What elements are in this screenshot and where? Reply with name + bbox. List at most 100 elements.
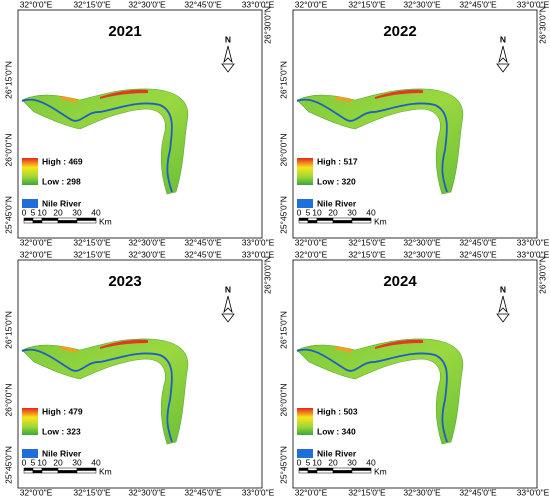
scale-label: 20	[53, 457, 63, 467]
scale-label: 40	[366, 207, 376, 217]
x-coord-label: 32°45'0"E	[184, 0, 222, 9]
north-arrow	[496, 45, 510, 73]
high-zone	[335, 96, 353, 103]
x-coord-label: 33°0'0"E	[242, 487, 275, 497]
map-panel: 32°0'0"E 32°0'0"E 32°15'0"E 32°15'0"E 32°30'…	[3, 249, 274, 497]
map-frame	[17, 259, 263, 489]
scale-segment	[351, 470, 372, 474]
x-coord-label: 32°45'0"E	[184, 237, 222, 247]
legend-ramp	[22, 158, 38, 185]
x-coord-label: 32°15'0"E	[73, 487, 111, 497]
high-zone	[100, 339, 148, 349]
scale-label: 40	[91, 457, 101, 467]
legend-high: High : 503	[317, 406, 358, 416]
x-coord-label: 32°0'0"E	[20, 249, 53, 259]
legend-ramp	[297, 158, 313, 185]
scale-unit: Km	[99, 216, 112, 226]
scale-segment	[32, 467, 43, 471]
x-coord-label: 32°30'0"E	[403, 249, 441, 259]
legend-river-swatch	[297, 199, 313, 208]
y-coord-label: 26°0'0"N	[278, 133, 288, 166]
scale-label: 10	[312, 207, 322, 217]
scale-segment	[307, 217, 318, 221]
scale-segment	[23, 470, 34, 474]
legend-low: Low : 320	[317, 176, 356, 186]
scale-segment	[41, 220, 59, 224]
scale-segment	[332, 220, 353, 224]
x-coord-label: 32°15'0"E	[348, 237, 386, 247]
map-panel: 32°0'0"E 32°0'0"E 32°15'0"E 32°15'0"E 32°30'…	[3, 0, 274, 247]
legend-high: High : 469	[42, 156, 83, 166]
x-coord-label: 33°0'0"E	[517, 237, 550, 247]
x-coord-label: 32°0'0"E	[295, 237, 328, 247]
y-coord-label: 26°30'0"N	[537, 6, 547, 44]
legend-river: Nile River	[317, 198, 357, 208]
scale-label: 5	[306, 457, 311, 467]
y-coord-label: 25°45'0"N	[278, 446, 288, 484]
x-coord-label: 32°30'0"E	[128, 237, 166, 247]
x-coord-label: 33°0'0"E	[242, 0, 275, 9]
x-coord-label: 32°15'0"E	[348, 249, 386, 259]
scale-segment	[76, 467, 97, 471]
x-coord-label: 32°45'0"E	[459, 487, 497, 497]
scale-segment	[316, 220, 334, 224]
north-label: N	[225, 34, 231, 44]
scale-label: 40	[91, 207, 101, 217]
legend-river: Nile River	[42, 448, 82, 458]
x-coord-label: 32°45'0"E	[459, 0, 497, 9]
x-coord-label: 32°15'0"E	[348, 0, 386, 9]
x-coord-label: 32°0'0"E	[20, 487, 53, 497]
x-coord-label: 32°45'0"E	[184, 249, 222, 259]
x-coord-label: 32°15'0"E	[73, 0, 111, 9]
x-coord-label: 32°30'0"E	[403, 237, 441, 247]
scale-segment	[57, 217, 78, 221]
map-panel: 32°0'0"E 32°0'0"E 32°15'0"E 32°15'0"E 32°30'…	[278, 0, 549, 247]
x-coord-label: 32°0'0"E	[20, 237, 53, 247]
scale-label: 10	[37, 207, 47, 217]
scale-segment	[76, 217, 97, 221]
scale-label: 40	[366, 457, 376, 467]
x-coord-label: 33°0'0"E	[517, 0, 550, 9]
legend-high: High : 517	[317, 156, 358, 166]
scale-label: 30	[347, 207, 357, 217]
north-label: N	[500, 284, 506, 294]
scale-segment	[57, 470, 78, 474]
year-title: 2024	[383, 273, 417, 290]
year-title: 2021	[108, 23, 141, 40]
scale-label: 5	[31, 207, 36, 217]
y-coord-label: 25°45'0"N	[3, 196, 13, 234]
y-coord-label: 25°45'0"N	[278, 196, 288, 234]
scale-unit: Km	[374, 466, 387, 476]
scale-segment	[332, 467, 353, 471]
legend-ramp	[22, 408, 38, 435]
y-coord-label: 26°15'0"N	[3, 61, 13, 99]
y-coord-label: 26°30'0"N	[262, 256, 272, 294]
scale-segment	[23, 220, 34, 224]
high-zone	[375, 339, 423, 349]
scale-segment	[32, 220, 43, 224]
map-panel: 32°0'0"E 32°0'0"E 32°15'0"E 32°15'0"E 32°30'…	[278, 249, 549, 497]
scale-segment	[351, 467, 372, 471]
legend-river: Nile River	[317, 448, 357, 458]
legend-river-swatch	[297, 449, 313, 458]
scale-label: 30	[347, 457, 357, 467]
scale-label: 10	[312, 457, 322, 467]
nile-river	[296, 98, 448, 193]
x-coord-label: 32°30'0"E	[128, 0, 166, 9]
legend-low: Low : 340	[317, 426, 356, 436]
y-coord-label: 26°0'0"N	[3, 383, 13, 416]
high-zone	[100, 89, 148, 99]
x-coord-label: 33°0'0"E	[517, 487, 550, 497]
scale-label: 0	[22, 207, 27, 217]
scale-segment	[298, 470, 309, 474]
x-coord-label: 32°0'0"E	[20, 0, 53, 9]
scale-segment	[316, 470, 334, 474]
scale-segment	[23, 217, 34, 221]
scale-label: 0	[297, 207, 302, 217]
scale-segment	[307, 470, 318, 474]
x-coord-label: 32°30'0"E	[128, 249, 166, 259]
north-label: N	[225, 284, 231, 294]
x-coord-label: 33°0'0"E	[242, 249, 275, 259]
scale-segment	[351, 217, 372, 221]
